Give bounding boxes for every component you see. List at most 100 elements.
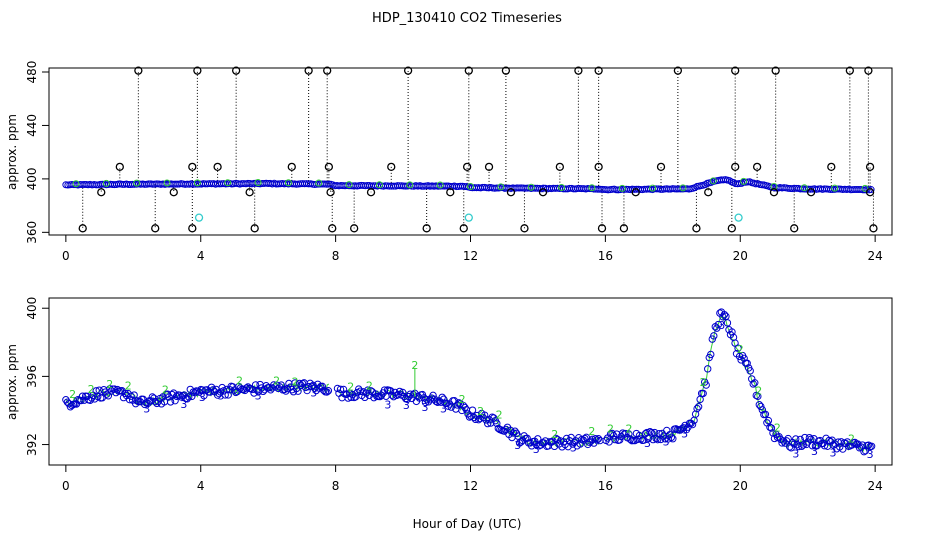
low-spike-marker	[597, 224, 607, 233]
x-tick-label: 12	[463, 479, 478, 493]
high-spike-marker	[594, 66, 603, 75]
bottom-data-point	[688, 420, 697, 429]
bottom-data-point	[200, 391, 208, 400]
bottom-data-point	[702, 381, 710, 389]
high-spike-marker	[323, 66, 332, 75]
bottom-data-point	[303, 386, 311, 395]
bottom-data-point	[825, 436, 833, 445]
bottom-data-point	[483, 419, 492, 428]
bottom-data-point	[699, 389, 707, 398]
top-data-point	[224, 179, 232, 187]
top-data-point	[618, 184, 626, 192]
top-data-point	[436, 181, 444, 189]
bottom-data-point	[779, 437, 788, 445]
flag-label-marker: 2	[236, 375, 243, 388]
flag-label-marker: 3	[384, 398, 391, 411]
dip-spike-marker	[97, 188, 106, 197]
dip-spike-marker	[631, 188, 640, 197]
bottom-data-point	[734, 344, 742, 352]
dip-spike-marker	[538, 188, 548, 197]
bottom-data-point	[171, 396, 179, 405]
top-data-point	[861, 184, 869, 192]
bottom-data-point	[751, 379, 759, 387]
top-data-point	[163, 179, 171, 187]
bottom-data-point	[710, 332, 718, 340]
top-data-point	[800, 184, 808, 192]
bottom-data-point	[625, 430, 633, 438]
bottom-data-point	[860, 447, 868, 456]
bottom-data-point	[757, 402, 765, 411]
flag-label-marker: 3	[255, 390, 262, 403]
top-data-point	[406, 181, 414, 189]
bottom-data-point	[616, 436, 624, 444]
y-tick-label: 400	[25, 297, 39, 320]
mid-spike-marker	[731, 162, 740, 172]
flag-label-marker: 2	[551, 428, 558, 441]
bottom-data-point	[78, 392, 87, 400]
flag-label-marker: 3	[663, 436, 670, 449]
flag-label-marker: 2	[625, 423, 632, 436]
flag-label-marker: 3	[217, 390, 224, 403]
low-spike-marker	[188, 224, 197, 233]
low-spike-marker	[151, 224, 160, 233]
bottom-data-point	[185, 393, 193, 401]
bottom-data-point	[746, 367, 754, 375]
top-data-point	[315, 179, 323, 187]
bottom-data-point	[714, 320, 723, 329]
high-spike-marker	[134, 66, 143, 75]
flag-label-marker: 2	[848, 433, 855, 446]
bottom-data-point	[130, 391, 138, 399]
flag-label-marker: 2	[774, 421, 781, 434]
top-data-point	[679, 184, 687, 192]
bottom-data-point	[444, 402, 452, 410]
bottom-data-point	[480, 411, 489, 419]
flag-label-marker: 2	[292, 375, 299, 388]
mid-spike-marker	[462, 162, 472, 172]
bottom-data-point	[429, 391, 437, 400]
bottom-data-point	[728, 328, 736, 336]
bottom-data-point	[605, 438, 613, 446]
bottom-data-point	[534, 435, 542, 443]
flag-label-marker: 2	[273, 375, 280, 388]
bottom-data-point	[423, 395, 431, 404]
flag-label-marker: 3	[811, 445, 818, 458]
bottom-data-point	[808, 442, 817, 450]
flag-label-marker: 2	[459, 393, 466, 406]
flag-label-marker: 3	[143, 402, 150, 415]
flag-label-marker: 3	[421, 401, 428, 414]
flag-label-marker: 3	[310, 387, 317, 400]
bottom-data-point	[438, 393, 446, 401]
top-data-point	[497, 183, 505, 191]
mid-spike-marker	[752, 162, 762, 172]
top-data-point	[193, 179, 201, 187]
mid-spike-marker	[594, 162, 603, 172]
bottom-data-point	[183, 395, 191, 403]
bottom-data-point	[861, 446, 870, 455]
flag-label-marker: 2	[737, 343, 744, 356]
top-plot-frame	[48, 67, 893, 236]
flag-label-marker: 2	[496, 409, 503, 422]
high-spike-marker	[464, 66, 473, 75]
top-data-point	[345, 181, 353, 189]
bottom-data-point	[318, 382, 327, 391]
top-data-point	[467, 183, 474, 191]
bottom-data-point	[361, 393, 369, 402]
y-tick-label: 400	[25, 167, 39, 190]
top-data-point	[102, 179, 110, 187]
bottom-data-point	[761, 410, 770, 418]
low-spike-marker	[520, 224, 529, 233]
bottom-data-point	[735, 352, 744, 361]
bottom-data-point	[694, 403, 703, 411]
low-spike-marker	[692, 224, 701, 233]
mid-spike-marker	[324, 162, 334, 172]
dip-spike-marker	[366, 188, 376, 197]
mid-spike-marker	[188, 162, 197, 172]
bottom-data-point	[323, 388, 331, 396]
top-data-point	[558, 184, 566, 192]
bottom-data-point	[713, 324, 721, 332]
top-data-point	[831, 184, 839, 192]
bottom-data-point	[611, 435, 619, 444]
x-tick-label: 0	[62, 249, 70, 263]
flag-label-marker: 2	[162, 383, 169, 396]
